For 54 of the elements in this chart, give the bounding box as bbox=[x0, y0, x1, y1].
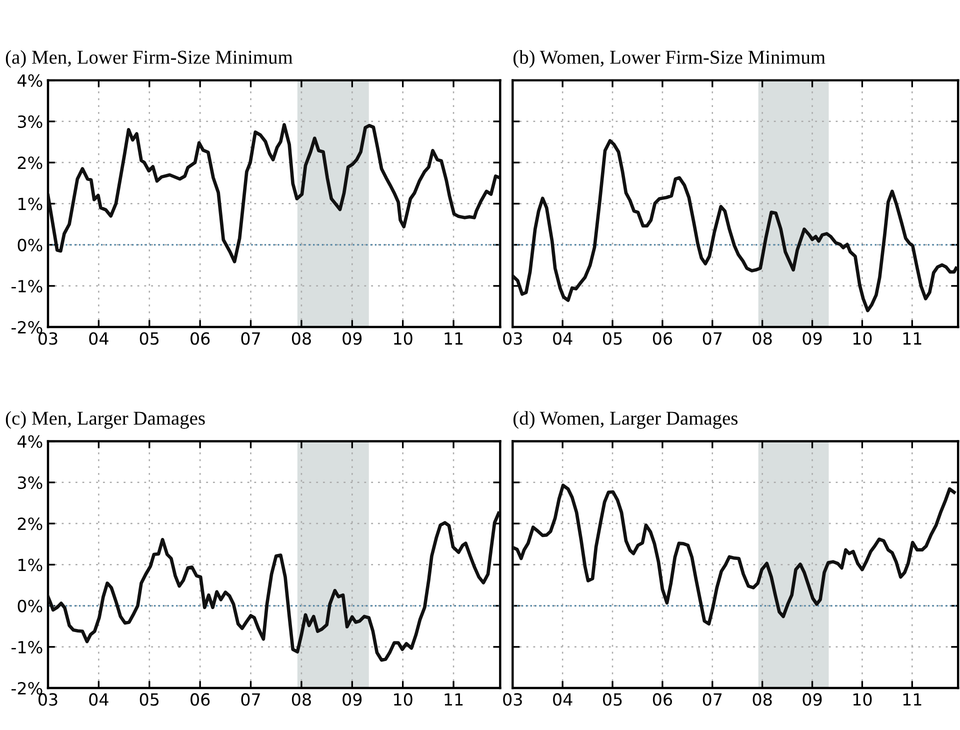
x-tick-label: 03 bbox=[503, 332, 522, 345]
x-tick-label: 03 bbox=[38, 332, 58, 345]
x-tick-label: 08 bbox=[292, 693, 311, 706]
x-tick-label: 04 bbox=[89, 693, 108, 706]
x-tick-label: 08 bbox=[752, 332, 772, 345]
x-tick-label: 09 bbox=[802, 332, 822, 345]
chart-title: (d) Women, Larger Damages bbox=[513, 411, 738, 429]
y-tick-label: 3% bbox=[18, 476, 42, 489]
x-tick-label: 07 bbox=[241, 332, 260, 345]
y-tick-label: 2% bbox=[18, 517, 42, 530]
x-tick-label: 06 bbox=[190, 332, 210, 345]
x-tick-label: 11 bbox=[903, 693, 922, 706]
chart-title: (b) Women, Lower Firm-Size Minimum bbox=[513, 50, 826, 68]
x-tick-label: 10 bbox=[394, 332, 412, 345]
y-tick-label: 1% bbox=[18, 198, 42, 210]
y-tick-label: 0% bbox=[18, 600, 42, 612]
x-tick-label: 11 bbox=[444, 332, 463, 345]
x-tick-label: 07 bbox=[702, 693, 722, 706]
chart-title: (c) Men, Larger Damages bbox=[6, 411, 205, 429]
x-tick-label: 10 bbox=[394, 693, 412, 706]
x-tick-label: 04 bbox=[553, 332, 572, 345]
chart-title: (a) Men, Lower Firm-Size Minimum bbox=[6, 50, 293, 68]
x-tick-label: 07 bbox=[702, 332, 722, 345]
x-tick-label: 09 bbox=[342, 332, 362, 345]
x-tick-label: 03 bbox=[503, 693, 522, 706]
x-tick-label: 10 bbox=[853, 693, 872, 706]
x-tick-label: 11 bbox=[444, 693, 463, 706]
x-tick-label: 08 bbox=[292, 332, 311, 345]
x-tick-label: 09 bbox=[342, 693, 362, 706]
y-tick-label: 4% bbox=[18, 435, 42, 448]
x-tick-label: 03 bbox=[38, 693, 58, 706]
x-tick-label: 06 bbox=[190, 693, 210, 706]
x-tick-label: 05 bbox=[140, 693, 159, 706]
x-tick-label: 09 bbox=[802, 693, 822, 706]
x-tick-label: 05 bbox=[140, 332, 159, 345]
x-tick-label: 05 bbox=[603, 332, 622, 345]
x-tick-label: 06 bbox=[652, 332, 672, 345]
y-tick-label: 1% bbox=[18, 558, 42, 572]
y-tick-label: 3% bbox=[18, 115, 42, 128]
y-tick-label: 4% bbox=[18, 74, 42, 87]
y-tick-label: -2% bbox=[12, 321, 42, 334]
x-tick-label: 10 bbox=[853, 332, 872, 345]
y-tick-label: 2% bbox=[18, 156, 42, 170]
x-tick-label: 05 bbox=[603, 693, 622, 706]
x-tick-label: 04 bbox=[553, 693, 572, 706]
y-tick-label: 0% bbox=[18, 238, 42, 252]
x-tick-label: 04 bbox=[89, 332, 108, 345]
y-tick-label: -2% bbox=[12, 682, 42, 695]
x-tick-label: 07 bbox=[241, 693, 260, 706]
x-tick-label: 11 bbox=[903, 332, 922, 345]
x-tick-label: 08 bbox=[752, 693, 772, 706]
x-tick-label: 06 bbox=[652, 693, 672, 706]
y-tick-label: -1% bbox=[12, 640, 42, 654]
y-tick-label: -1% bbox=[12, 280, 42, 292]
